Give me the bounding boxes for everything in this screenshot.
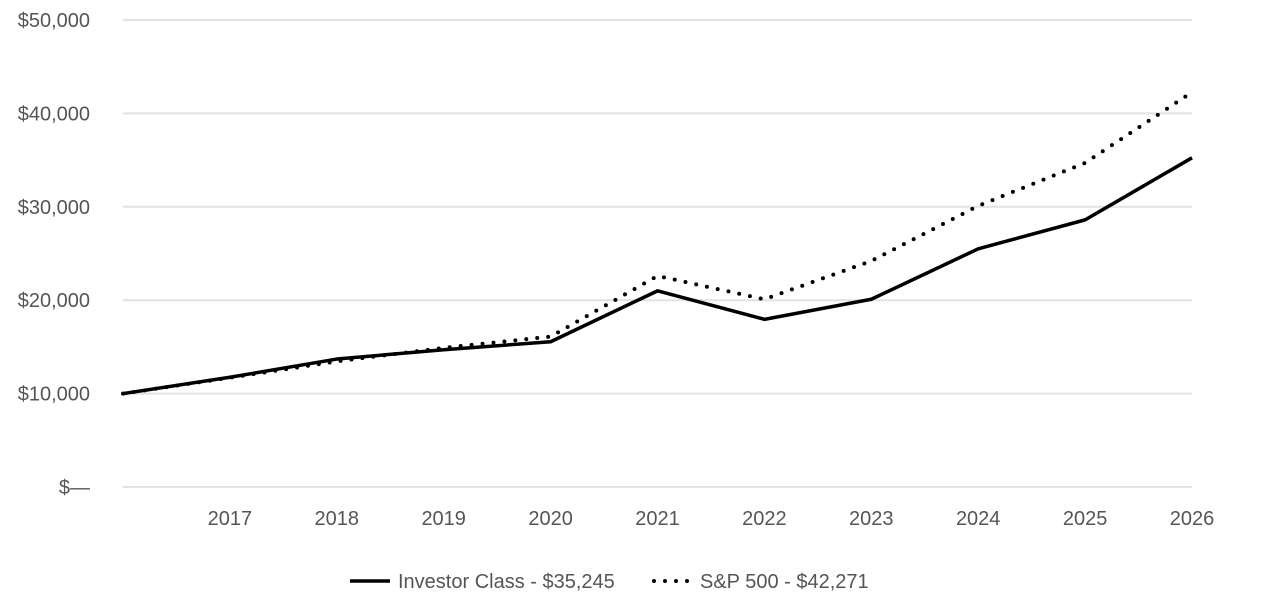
x-tick-label: 2023 xyxy=(849,508,894,530)
x-tick-label: 2024 xyxy=(956,508,1001,530)
x-tick-label: 2026 xyxy=(1170,508,1215,530)
y-tick-label: $50,000 xyxy=(18,10,90,32)
x-tick-label: 2018 xyxy=(315,508,360,530)
series-lines xyxy=(121,90,1194,396)
x-tick-label: 2020 xyxy=(528,508,573,530)
x-tick-label: 2019 xyxy=(421,508,466,530)
y-tick-label: $10,000 xyxy=(18,384,90,406)
investor-class-series-line xyxy=(122,156,1193,396)
x-axis-ticks: 2017 2018 2019 2020 2021 2022 2023 2024 2025 2026 xyxy=(208,508,1215,530)
y-tick-label: $20,000 xyxy=(18,290,90,312)
y-axis-ticks: $— $10,000 $20,000 $30,000 $40,000 $50,000 xyxy=(18,10,90,499)
x-tick-label: 2017 xyxy=(208,508,253,530)
x-tick-label: 2022 xyxy=(742,508,787,530)
legend-label-sp500: S&P 500 - $42,271 xyxy=(700,571,869,593)
sp500-series-line xyxy=(121,90,1194,396)
y-tick-label: $30,000 xyxy=(18,197,90,219)
gridlines xyxy=(123,19,1192,488)
x-tick-label: 2021 xyxy=(635,508,680,530)
y-tick-label: $40,000 xyxy=(18,103,90,125)
x-tick-label: 2025 xyxy=(1063,508,1108,530)
legend: Investor Class - $35,245 S&P 500 - $42,27… xyxy=(350,571,869,593)
y-tick-label: $— xyxy=(59,477,90,499)
legend-label-investor-class: Investor Class - $35,245 xyxy=(398,571,615,593)
